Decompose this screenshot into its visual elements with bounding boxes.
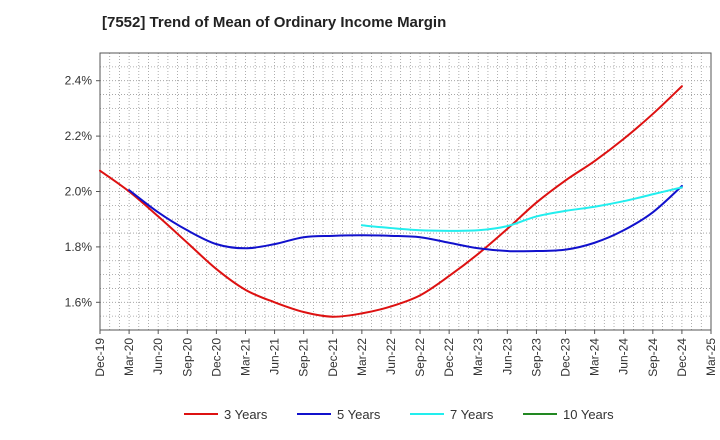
series-layer	[99, 85, 683, 318]
x-tick-label: Jun-21	[268, 338, 282, 375]
x-tick-label: Sep-23	[529, 338, 543, 377]
x-tick-label: Dec-22	[442, 338, 456, 377]
legend-label: 3 Years	[224, 407, 268, 422]
x-tick-label: Jun-23	[500, 338, 514, 375]
y-tick-label: 1.8%	[65, 240, 93, 254]
x-tick-label: Mar-23	[471, 338, 485, 376]
x-tick-label: Sep-24	[646, 338, 660, 377]
y-tick-label: 2.0%	[65, 185, 93, 199]
x-tick-label: Dec-24	[675, 338, 689, 377]
x-tick-label: Dec-21	[326, 338, 340, 377]
x-tick-label: Sep-22	[413, 338, 427, 377]
x-tick-label: Jun-20	[151, 338, 165, 375]
x-tick-label: Jun-22	[384, 338, 398, 375]
x-tick-label: Dec-23	[559, 338, 573, 377]
x-tick-label: Mar-22	[355, 338, 369, 376]
y-tick-label: 2.4%	[65, 74, 93, 88]
series-line-5-years	[128, 184, 683, 253]
legend-label: 10 Years	[563, 407, 614, 422]
x-tick-label: Dec-19	[93, 338, 107, 377]
x-tick-label: Mar-25	[704, 338, 718, 376]
legend-item-3-years: 3 Years	[184, 407, 268, 422]
y-tick-label: 1.6%	[65, 295, 93, 309]
y-tick-label: 2.2%	[65, 129, 93, 143]
legend-label: 7 Years	[450, 407, 494, 422]
series-line-7-years	[360, 186, 683, 232]
axis-layer: 1.6% 1.8% 2.0% 2.2% 2.4% Dec-19 Mar-20 Jun-20 Se…	[65, 74, 718, 377]
chart-title: [7552] Trend of Mean of Ordinary Income …	[102, 14, 447, 31]
legend: 3 Years 5 Years 7 Years 10 Years	[184, 407, 614, 422]
x-tick-label: Sep-20	[180, 338, 194, 377]
legend-item-10-years: 10 Years	[523, 407, 614, 422]
legend-item-5-years: 5 Years	[297, 407, 381, 422]
legend-label: 5 Years	[337, 407, 381, 422]
x-tick-label: Sep-21	[297, 338, 311, 377]
grid-layer	[100, 53, 711, 330]
legend-item-7-years: 7 Years	[410, 407, 494, 422]
x-tick-label: Dec-20	[209, 338, 223, 377]
x-tick-label: Mar-24	[588, 338, 602, 376]
x-tick-label: Mar-20	[122, 338, 136, 376]
x-tick-label: Jun-24	[617, 338, 631, 375]
x-tick-label: Mar-21	[238, 338, 252, 376]
series-line-3-years	[99, 85, 683, 318]
